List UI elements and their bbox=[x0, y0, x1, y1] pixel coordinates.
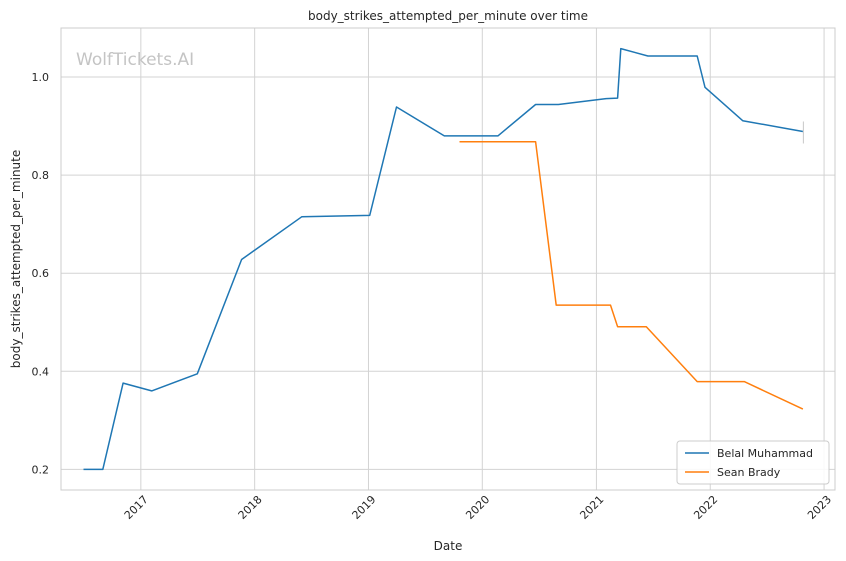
x-axis-label: Date bbox=[434, 539, 463, 553]
legend-label-sean-brady: Sean Brady bbox=[717, 466, 781, 479]
series-line-belal-muhammad bbox=[83, 47, 804, 471]
y-tick-label: 1.0 bbox=[32, 71, 50, 84]
y-axis-label: body_strikes_attempted_per_minute bbox=[9, 150, 23, 368]
y-tick-label: 0.2 bbox=[32, 463, 50, 476]
legend-box bbox=[676, 440, 830, 485]
y-tick-label: 0.4 bbox=[32, 365, 50, 378]
chart-title: body_strikes_attempted_per_minute over t… bbox=[308, 9, 588, 23]
legend: Belal Muhammad Sean Brady bbox=[676, 440, 830, 485]
legend-label-belal-muhammad: Belal Muhammad bbox=[717, 447, 813, 460]
watermark-text: WolfTickets.AI bbox=[76, 50, 194, 70]
series-line-sean-brady bbox=[459, 141, 804, 410]
y-tick-labels: 0.2 0.4 0.6 0.8 1.0 bbox=[32, 71, 50, 476]
y-tick-label: 0.6 bbox=[32, 267, 50, 280]
y-tick-label: 0.8 bbox=[32, 169, 50, 182]
grid-layer bbox=[61, 28, 835, 490]
series-layer bbox=[83, 47, 804, 471]
plot-frame bbox=[60, 27, 836, 491]
